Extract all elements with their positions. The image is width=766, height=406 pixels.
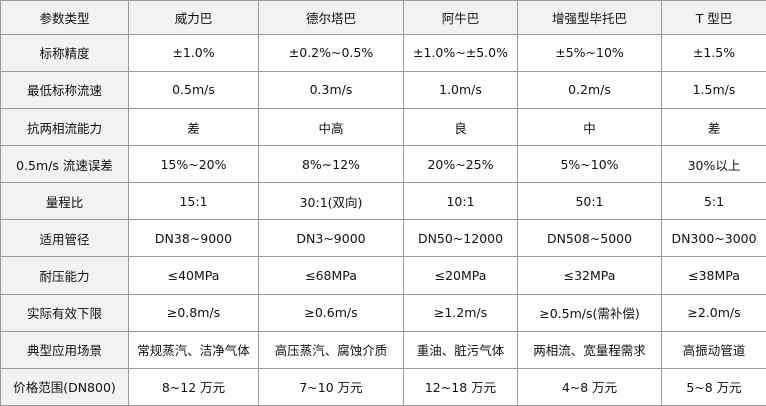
row-header-cell: 标称精度 [0,33,129,72]
row-header-cell: 价格范围(DN800) [0,367,129,406]
table-cell: 0.5m/s [128,70,259,110]
table-cell: 10:1 [403,182,518,221]
table-cell: 20%~25% [403,145,518,184]
table-cell: 良 [403,108,518,147]
table-cell: DN38~9000 [128,219,259,258]
table-cell: ≤40MPa [128,256,259,295]
header-cell: 威力巴 [128,0,259,35]
table-cell: DN508~5000 [517,219,662,258]
header-row: 参数类型 威力巴 德尔塔巴 阿牛巴 增强型毕托巴 T 型巴 [0,0,766,35]
table-cell: 1.5m/s [661,70,766,110]
row-header-cell: 耐压能力 [0,256,129,295]
table-cell: ≤20MPa [403,256,518,295]
table-cell: ±1.0% [128,33,259,72]
table-cell: 5~8 万元 [661,367,766,406]
table-cell: DN50~12000 [403,219,518,258]
row-header-cell: 典型应用场景 [0,330,129,369]
table-cell: 30:1(双向) [258,182,404,221]
table-cell: 两相流、宽量程需求 [517,330,662,369]
header-cell: T 型巴 [661,0,766,35]
table-cell: ≤38MPa [661,256,766,295]
table-cell: 7~10 万元 [258,367,404,406]
table-cell: 差 [661,108,766,147]
table-cell: 12~18 万元 [403,367,518,406]
table-cell: ≥0.8m/s [128,293,259,332]
table-cell: ≥0.5m/s(需补偿) [517,293,662,332]
table-cell: 重油、脏污气体 [403,330,518,369]
row-header-cell: 适用管径 [0,219,129,258]
table-cell: 常规蒸汽、洁净气体 [128,330,259,369]
table-row: 实际有效下限 ≥0.8m/s ≥0.6m/s ≥1.2m/s ≥0.5m/s(需补偿) ≥… [0,293,766,332]
table-cell: 中高 [258,108,404,147]
table-cell: 高振动管道 [661,330,766,369]
row-header-cell: 实际有效下限 [0,293,129,332]
table-cell: ±1.5% [661,33,766,72]
table-row: 耐压能力 ≤40MPa ≤68MPa ≤20MPa ≤32MPa ≤38MPa [0,256,766,295]
table-row: 适用管径 DN38~9000 DN3~9000 DN50~12000 DN508~500… [0,219,766,258]
table-cell: 1.0m/s [403,70,518,110]
table-row: 0.5m/s 流速误差 15%~20% 8%~12% 20%~25% 5%~10% 30%… [0,145,766,184]
table-row: 典型应用场景 常规蒸汽、洁净气体 高压蒸汽、腐蚀介质 重油、脏污气体 两相流、宽量程需求… [0,330,766,369]
row-header-cell: 0.5m/s 流速误差 [0,145,129,184]
table-cell: 中 [517,108,662,147]
table-cell: 高压蒸汽、腐蚀介质 [258,330,404,369]
table-cell: ±5%~10% [517,33,662,72]
table-row: 价格范围(DN800) 8~12 万元 7~10 万元 12~18 万元 4~8 万元 5… [0,367,766,406]
table-cell: 4~8 万元 [517,367,662,406]
row-header-cell: 抗两相流能力 [0,108,129,147]
table-cell: 5%~10% [517,145,662,184]
row-header-cell: 最低标称流速 [0,70,129,110]
table-cell: 8~12 万元 [128,367,259,406]
table-cell: ≥0.6m/s [258,293,404,332]
table-cell: ±0.2%~0.5% [258,33,404,72]
header-cell: 参数类型 [0,0,129,35]
table-cell: DN3~9000 [258,219,404,258]
table-row: 最低标称流速 0.5m/s 0.3m/s 1.0m/s 0.2m/s 1.5m/s [0,70,766,110]
table-row: 量程比 15:1 30:1(双向) 10:1 50:1 5:1 [0,182,766,221]
header-cell: 阿牛巴 [403,0,518,35]
table-cell: ≥1.2m/s [403,293,518,332]
table-row: 标称精度 ±1.0% ±0.2%~0.5% ±1.0%~±5.0% ±5%~10% ±1.… [0,33,766,72]
table-cell: 5:1 [661,182,766,221]
table-cell: 0.2m/s [517,70,662,110]
table-cell: ≤68MPa [258,256,404,295]
table-cell: 15:1 [128,182,259,221]
table-cell: 50:1 [517,182,662,221]
table-cell: ≥2.0m/s [661,293,766,332]
header-cell: 增强型毕托巴 [517,0,662,35]
table-row: 抗两相流能力差中高良中差 [0,108,766,147]
header-cell: 德尔塔巴 [258,0,404,35]
table-cell: ≤32MPa [517,256,662,295]
table-cell: DN300~3000 [661,219,766,258]
table-cell: 15%~20% [128,145,259,184]
table-cell: ±1.0%~±5.0% [403,33,518,72]
table-cell: 30%以上 [661,145,766,184]
table-cell: 差 [128,108,259,147]
row-header-cell: 量程比 [0,182,129,221]
table-cell: 0.3m/s [258,70,404,110]
table-cell: 8%~12% [258,145,404,184]
